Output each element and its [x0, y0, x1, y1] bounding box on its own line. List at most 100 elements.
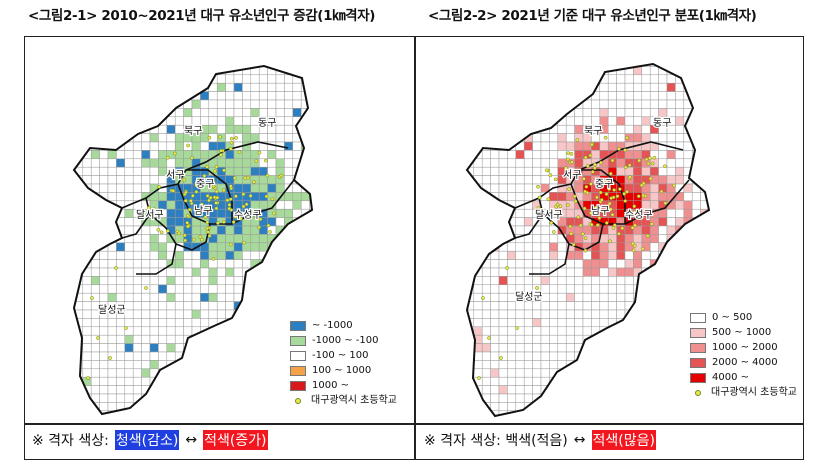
grid-cell: [250, 351, 260, 361]
grid-cell: [532, 309, 542, 319]
grid-cell: [700, 267, 709, 277]
grid-cell: [473, 66, 483, 76]
grid-cell: [74, 124, 84, 134]
grid-cell: [309, 301, 312, 311]
grid-cell: [200, 393, 210, 403]
grid-cell: [490, 91, 500, 101]
grid-cell: [566, 419, 574, 422]
grid-cell: [457, 218, 465, 226]
school-dot: [254, 159, 259, 164]
grid-cell: [616, 124, 626, 134]
grid-cell: [498, 183, 508, 193]
school-dot: [612, 188, 616, 192]
grid-cell: [242, 166, 252, 176]
school-dot: [648, 176, 653, 181]
grid-cell: [74, 91, 75, 101]
grid-cell: [242, 250, 252, 260]
grid-cell: [174, 334, 184, 344]
grid-cell: [166, 66, 176, 76]
grid-cell: [82, 326, 92, 336]
grid-cell: [275, 217, 285, 227]
grid-cell: [683, 267, 693, 277]
grid-cell: [683, 284, 693, 294]
grid-cell: [616, 234, 626, 244]
school-dot: [244, 202, 249, 207]
grid-cell: [481, 82, 491, 92]
legend-swatch: [290, 350, 306, 361]
grid-cell: [591, 284, 601, 294]
grid-cell: [216, 234, 226, 244]
school-dot: [649, 222, 654, 226]
grid-cell: [658, 64, 668, 67]
grid-cell: [607, 326, 617, 336]
grid-cell: [132, 385, 142, 395]
grid-cell: [691, 116, 701, 126]
grid-cell: [641, 82, 651, 92]
grid-cell: [90, 351, 100, 361]
legend-label: 1000 ~ 2000: [712, 342, 778, 353]
grid-cell: [498, 175, 508, 185]
grid-cell: [124, 99, 134, 109]
grid-cell: [216, 309, 226, 319]
grid-cell: [490, 183, 500, 193]
grid-cell: [82, 158, 92, 168]
school-dot: [628, 175, 632, 179]
grid-cell: [216, 82, 226, 92]
grid-cell: [74, 133, 75, 143]
grid-cell: [467, 108, 475, 118]
grid-cell: [174, 284, 184, 294]
grid-cell: [292, 82, 302, 92]
grid-cell: [124, 301, 134, 311]
grid-cell: [616, 208, 626, 218]
grid-cell: [132, 301, 142, 311]
grid-cell: [74, 250, 75, 260]
grid-cell: [691, 66, 701, 76]
grid-cell: [498, 292, 508, 302]
grid-cell: [91, 419, 99, 422]
grid-cell: [242, 108, 252, 118]
grid-cell: [200, 141, 210, 151]
grid-cell: [658, 318, 668, 328]
grid-cell: [174, 301, 184, 311]
grid-cell: [100, 419, 108, 422]
grid-cell: [557, 284, 567, 294]
grid-cell: [507, 351, 517, 361]
grid-cell: [607, 116, 617, 126]
school-dot: [567, 187, 572, 191]
grid-cell: [166, 292, 176, 302]
grid-cell: [591, 259, 601, 269]
grid-cell: [267, 250, 277, 260]
grid-cell: [565, 64, 575, 67]
grid-cell: [700, 124, 709, 134]
grid-cell: [691, 301, 701, 311]
grid-cell: [107, 402, 117, 412]
grid-cell: [467, 99, 475, 109]
grid-cell: [310, 419, 318, 422]
grid-cell: [507, 334, 517, 344]
grid-cell: [149, 234, 159, 244]
grid-cell: [683, 301, 693, 311]
grid-cell: [675, 402, 685, 412]
grid-cell: [132, 91, 142, 101]
grid-cell: [549, 326, 559, 336]
grid-cell: [74, 385, 75, 395]
grid-cell: [141, 292, 151, 302]
grid-cell: [225, 82, 235, 92]
grid-cell: [683, 74, 693, 84]
grid-cell: [200, 108, 210, 118]
grid-cell: [457, 327, 465, 335]
grid-cell: [158, 351, 168, 361]
grid-cell: [658, 334, 668, 344]
grid-cell: [532, 267, 542, 277]
grid-cell: [467, 410, 475, 416]
grid-cell: [90, 385, 100, 395]
grid-cell: [523, 150, 533, 160]
grid-cell: [633, 360, 643, 370]
grid-cell: [641, 250, 651, 260]
school-dot: [644, 157, 649, 162]
grid-cell: [532, 368, 542, 378]
grid-cell: [490, 267, 500, 277]
grid-cell: [216, 292, 226, 302]
grid-cell: [515, 385, 525, 395]
grid-cell: [582, 267, 592, 277]
